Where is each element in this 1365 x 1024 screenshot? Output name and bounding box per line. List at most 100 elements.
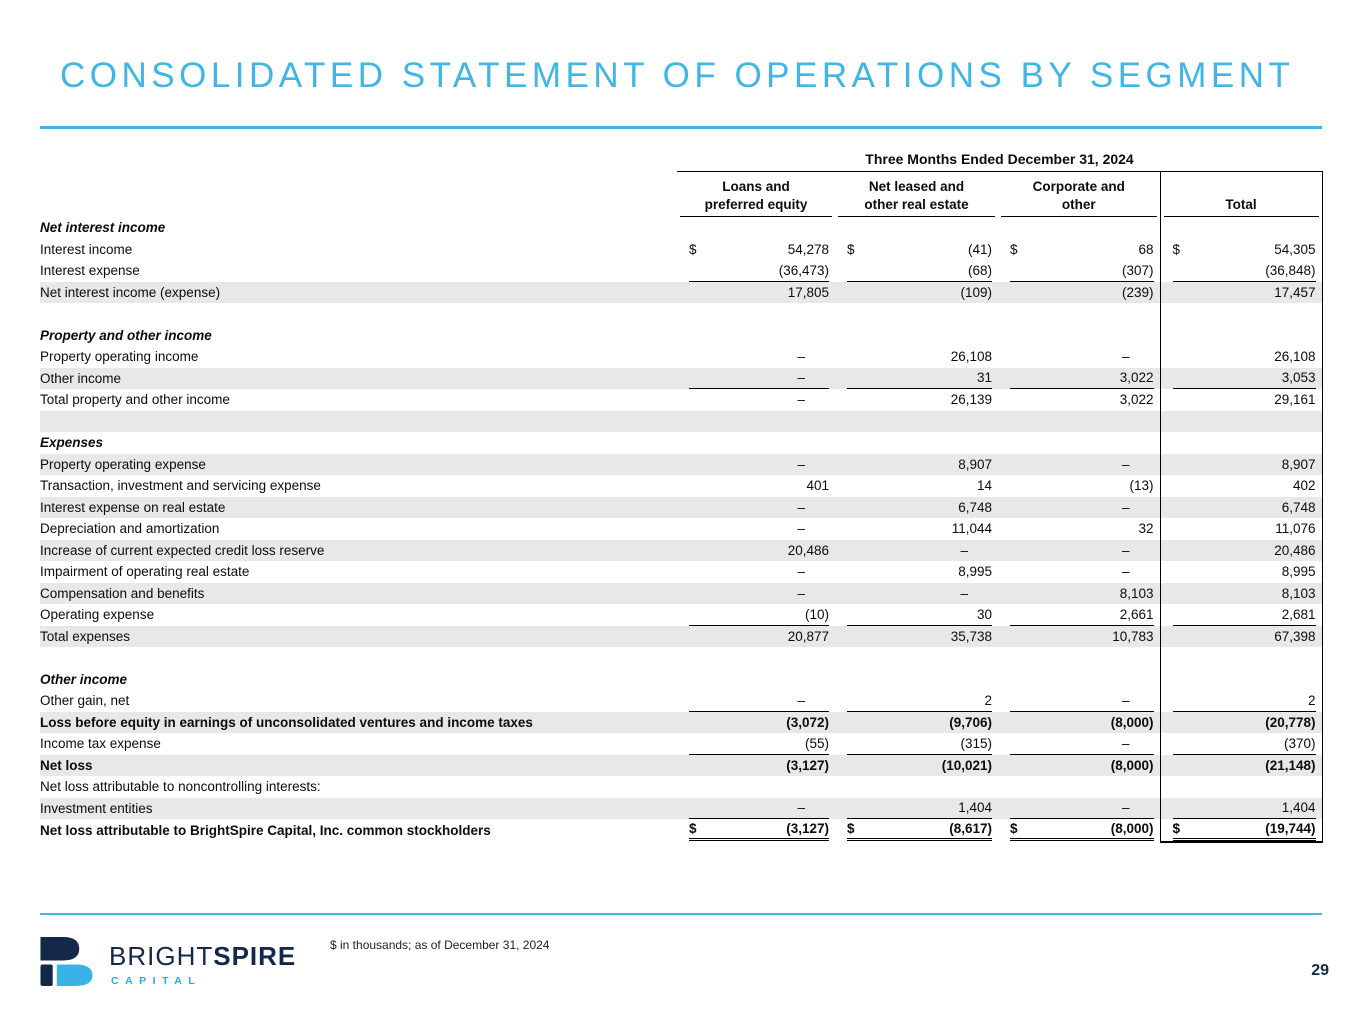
cell-value: (20,778) (1265, 714, 1316, 730)
cell-value: 8,103 (1281, 585, 1316, 601)
total-value-cell: 402 (1159, 475, 1323, 497)
segment-value-cell: (109) (835, 282, 998, 304)
segment-value-cell (677, 303, 835, 325)
cell-value: 31 (976, 370, 992, 386)
dollar-sign: $ (847, 241, 855, 257)
table-row: Property operating income – 26,108 – 26,108 (40, 346, 1323, 368)
total-value-cell: 29,161 (1159, 389, 1323, 411)
segment-value-cell (677, 432, 835, 454)
total-value-cell: 3,053 (1159, 367, 1323, 389)
cell-value: 6,748 (958, 499, 992, 515)
segment-value-cell: 26,108 (835, 346, 998, 368)
segment-value-cell (835, 647, 998, 669)
segment-value-cell: (8,000) (998, 712, 1160, 734)
segment-value-cell (677, 411, 835, 433)
table-row: Compensation and benefits – – 8,103 8,103 (40, 582, 1323, 605)
segment-value-cell: 6,748 (835, 497, 998, 519)
segment-value-cell (677, 217, 835, 239)
cell-value: (68) (967, 262, 992, 278)
segment-value-cell: 1,404 (835, 798, 998, 819)
segment-value-cell: – (998, 497, 1160, 519)
segment-value-cell (998, 647, 1160, 669)
header-spacer-cell (40, 171, 677, 217)
segment-value-cell (677, 325, 835, 347)
total-value-cell (1159, 217, 1323, 239)
cell-value: – (1121, 499, 1130, 515)
segment-value-cell: – (677, 497, 835, 519)
cell-value: (8,617) (949, 821, 992, 837)
segment-value-cell: $54,278 (677, 239, 835, 261)
cell-value: (8,000) (1110, 821, 1154, 837)
cell-value: – (797, 370, 805, 386)
table-row: Net interest income (expense) 17,805 (109)… (40, 281, 1323, 304)
segment-value-cell: – (677, 798, 835, 819)
cell-value: 54,278 (787, 241, 829, 257)
total-value-cell: $ (19,744) (1159, 819, 1323, 843)
cell-value: 67,398 (1274, 628, 1316, 644)
segment-value-cell (998, 411, 1160, 433)
total-value-cell (1159, 303, 1323, 325)
segment-value-cell: – (835, 583, 998, 605)
segment-value-cell: 3,022 (998, 389, 1160, 411)
row-label: Property and other income (40, 327, 212, 343)
row-label: Interest income (40, 241, 133, 257)
cell-value: 402 (1292, 478, 1316, 494)
segment-value-cell: $ (8,000) (998, 819, 1160, 842)
row-label: Compensation and benefits (40, 585, 205, 601)
segment-value-cell: 2,661 (998, 604, 1160, 626)
segment-value-cell: 31 (835, 368, 998, 389)
segment-value-cell (998, 303, 1160, 325)
segment-value-cell (835, 669, 998, 691)
cell-value: 10,783 (1112, 628, 1154, 644)
segment-value-cell: (55) (677, 733, 835, 755)
table-row: Depreciation and amortization – 11,044 32 11… (40, 518, 1323, 540)
cell-value: 17,805 (787, 284, 829, 300)
cell-value: 6,748 (1281, 499, 1316, 515)
brightspire-logo: BRIGHTSPIRE CAPITAL (38, 936, 296, 987)
row-label: Net loss attributable to noncontrolling … (40, 779, 321, 795)
total-value-cell: 1,404 (1159, 797, 1323, 819)
segment-value-cell (998, 217, 1160, 239)
segment-value-cell (835, 325, 998, 347)
table-row: Other gain, net – 2 – 2 (40, 690, 1323, 712)
row-label: Other gain, net (40, 693, 130, 709)
total-value-cell: 67,398 (1159, 625, 1323, 647)
table-row (40, 303, 1323, 325)
cell-value: 14 (976, 478, 992, 494)
table-row: Total expenses 20,877 35,738 10,783 67,398 (40, 625, 1323, 648)
cell-value: 68 (1138, 241, 1154, 257)
table-body: Net interest income Interest income $54,27… (40, 217, 1323, 843)
cell-value: 1,404 (958, 800, 992, 816)
total-value-cell: 2 (1159, 690, 1323, 712)
table-row: Property and other income (40, 324, 1323, 347)
column-header: Total (1159, 171, 1323, 217)
dollar-sign: $ (1010, 821, 1018, 837)
table-row: Other income – 31 3,022 3,053 (40, 367, 1323, 389)
segment-value-cell: $68 (998, 239, 1160, 261)
cell-value: 54,305 (1274, 241, 1316, 257)
row-label: Net loss attributable to BrightSpire Cap… (40, 822, 491, 838)
cell-value: – (1121, 349, 1130, 365)
segment-value-cell: 35,738 (835, 626, 998, 648)
table-row (40, 410, 1323, 433)
cell-value: (41) (967, 241, 992, 257)
segment-value-cell: 26,139 (835, 389, 998, 411)
table-row: Total property and other income – 26,139 3,… (40, 389, 1323, 411)
segment-value-cell: – (998, 690, 1160, 712)
cell-value: (10,021) (941, 757, 992, 773)
cell-value: – (960, 542, 968, 558)
cell-value: (36,848) (1265, 262, 1316, 278)
segment-value-cell (998, 325, 1160, 347)
segment-value-cell: (36,473) (677, 260, 835, 282)
segment-value-cell: 32 (998, 518, 1160, 540)
total-value-cell (1159, 647, 1323, 669)
row-label: Loss before equity in earnings of uncons… (40, 714, 533, 730)
cell-value: (3,072) (786, 714, 829, 730)
row-label: Other income (40, 671, 128, 687)
table-row: Operating expense (10) 30 2,661 2,681 (40, 604, 1323, 626)
segment-value-cell: $ (3,127) (677, 819, 835, 842)
row-label: Net loss (40, 757, 93, 773)
cell-value: – (797, 499, 805, 515)
segment-value-cell: (307) (998, 260, 1160, 282)
total-value-cell: 2,681 (1159, 604, 1323, 626)
